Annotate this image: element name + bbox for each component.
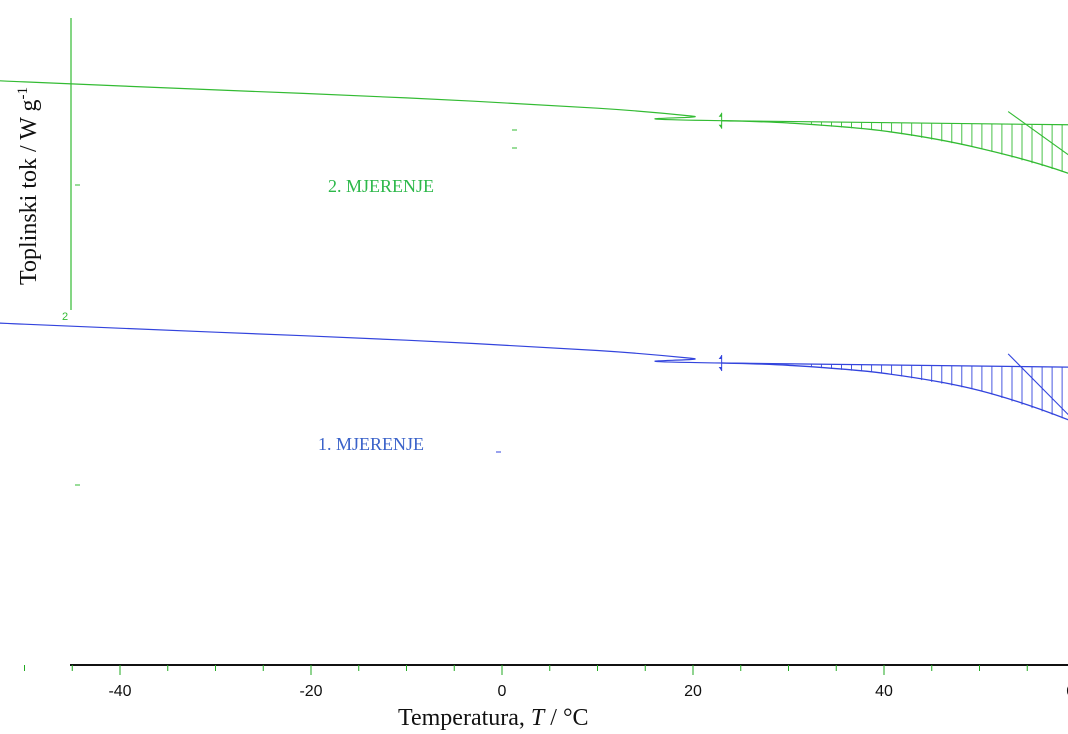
x-axis-title-text: Temperatura, [398,705,525,731]
x-tick-label: 60 [1066,683,1068,700]
x-axis-title: Temperatura, T / °C [398,705,589,731]
y-axis-title: Toplinski tok / W g-1 [15,87,42,285]
series-2-limit-marker [718,112,722,129]
y-axis-ticks [75,129,517,486]
series-2-peak-curve [721,120,1068,174]
x-tick-label: -20 [299,683,322,700]
series-1-tangent-left [1007,353,1068,416]
x-axis-title-unit: / °C [544,705,588,731]
x-axis-ticks [24,665,1028,675]
y-axis-title-group: Toplinski tok / W g-1 [15,87,42,285]
x-tick-label: 20 [684,683,702,700]
series-2-tangent-left [1007,111,1068,156]
series-1-group: [] [0,322,1068,421]
series-2-baseline [0,80,1068,126]
x-axis-title-symbol: T [531,705,546,731]
series-2-label: 2. MJERENJE [328,176,434,196]
series-1-baseline [0,322,1068,368]
series-1-label: 1. MJERENJE [318,434,424,454]
x-tick-label: -40 [108,683,131,700]
series-2-group: [] [0,80,1068,174]
series-1-peak-curve [721,362,1068,421]
y-axis-marker-label: 2 [62,311,68,323]
x-tick-label: 0 [498,683,507,700]
y-axis-title-exponent: -1 [15,87,31,100]
x-axis-tick-labels: -80-60-40-20020406080100 [108,683,1068,700]
series-1-limit-marker [718,355,722,372]
y-axis-title-text: Toplinski tok / W g [16,100,42,285]
x-tick-label: 40 [875,683,893,700]
